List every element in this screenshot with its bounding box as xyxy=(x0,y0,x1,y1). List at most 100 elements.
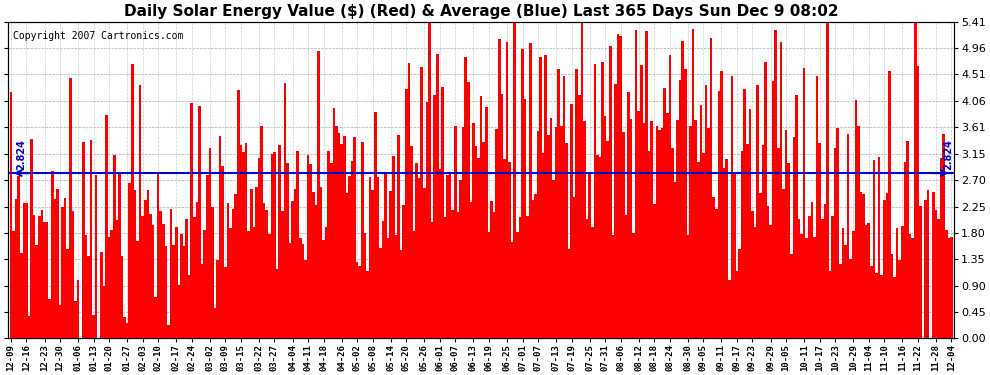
Bar xyxy=(854,100,857,338)
Bar xyxy=(906,141,909,338)
Bar xyxy=(891,254,893,338)
Bar xyxy=(299,238,302,338)
Bar xyxy=(315,206,317,338)
Bar xyxy=(418,178,421,338)
Bar xyxy=(702,153,705,338)
Bar xyxy=(785,130,787,338)
Bar xyxy=(604,116,607,338)
Bar xyxy=(134,190,137,338)
Bar xyxy=(715,209,718,338)
Text: Copyright 2007 Cartronics.com: Copyright 2007 Cartronics.com xyxy=(13,31,183,41)
Text: 2.824: 2.824 xyxy=(943,139,953,170)
Bar xyxy=(252,227,255,338)
Bar xyxy=(41,210,44,338)
Bar xyxy=(15,200,18,338)
Bar xyxy=(58,305,61,338)
Bar xyxy=(203,231,206,338)
Bar xyxy=(692,29,694,338)
Bar xyxy=(475,147,477,338)
Bar xyxy=(795,95,798,338)
Bar xyxy=(291,201,294,338)
Bar xyxy=(681,41,684,338)
Bar xyxy=(826,22,829,338)
Bar xyxy=(219,136,222,338)
Bar xyxy=(262,202,265,338)
Bar xyxy=(429,22,431,338)
Bar xyxy=(643,123,645,338)
Bar xyxy=(707,128,710,338)
Bar xyxy=(713,196,715,338)
Bar xyxy=(338,133,341,338)
Bar xyxy=(201,264,203,338)
Bar xyxy=(330,164,333,338)
Bar xyxy=(77,280,79,338)
Bar xyxy=(684,69,687,338)
Bar xyxy=(95,175,97,338)
Bar xyxy=(283,83,286,338)
Title: Daily Solar Energy Value ($) (Red) & Average (Blue) Last 365 Days Sun Dec 9 08:0: Daily Solar Energy Value ($) (Red) & Ave… xyxy=(124,4,839,19)
Bar xyxy=(439,169,442,338)
Bar xyxy=(467,82,469,338)
Bar xyxy=(567,249,570,338)
Bar xyxy=(798,219,800,338)
Bar xyxy=(532,200,535,338)
Bar xyxy=(82,141,84,338)
Bar xyxy=(355,262,358,338)
Bar xyxy=(472,123,475,338)
Bar xyxy=(118,172,121,338)
Bar xyxy=(111,230,113,338)
Bar xyxy=(103,286,105,338)
Bar xyxy=(511,242,514,338)
Bar xyxy=(405,89,408,338)
Bar xyxy=(325,227,328,338)
Bar xyxy=(793,137,795,338)
Bar xyxy=(38,216,41,338)
Bar xyxy=(653,204,655,338)
Bar xyxy=(764,62,766,338)
Bar xyxy=(328,151,330,338)
Bar xyxy=(552,180,554,338)
Bar xyxy=(243,152,245,338)
Bar xyxy=(612,236,614,338)
Bar xyxy=(542,153,545,338)
Text: 2.824: 2.824 xyxy=(16,139,26,170)
Bar xyxy=(521,49,524,338)
Bar xyxy=(506,42,508,338)
Bar xyxy=(139,85,142,338)
Bar xyxy=(336,126,338,338)
Bar xyxy=(560,126,562,338)
Bar xyxy=(588,174,591,338)
Bar xyxy=(105,115,108,338)
Bar xyxy=(309,164,312,338)
Bar xyxy=(245,143,248,338)
Bar xyxy=(728,280,731,338)
Bar xyxy=(837,128,840,338)
Bar xyxy=(235,194,237,338)
Bar xyxy=(625,215,627,338)
Bar xyxy=(527,216,529,338)
Bar xyxy=(774,30,777,338)
Bar xyxy=(627,92,630,338)
Bar xyxy=(630,119,633,338)
Bar xyxy=(519,217,521,338)
Bar xyxy=(535,194,537,338)
Bar xyxy=(100,252,103,338)
Bar xyxy=(919,206,922,338)
Bar xyxy=(361,142,363,338)
Bar xyxy=(790,255,793,338)
Bar xyxy=(769,225,772,338)
Bar xyxy=(485,107,488,338)
Bar xyxy=(164,246,167,338)
Bar xyxy=(777,148,779,338)
Bar xyxy=(346,193,348,338)
Bar xyxy=(514,22,516,338)
Bar xyxy=(149,214,151,338)
Bar xyxy=(56,189,58,338)
Bar xyxy=(813,237,816,338)
Bar xyxy=(620,36,622,338)
Bar xyxy=(562,76,565,338)
Bar xyxy=(302,244,304,338)
Bar xyxy=(896,228,899,338)
Bar xyxy=(31,139,33,338)
Bar xyxy=(516,232,519,338)
